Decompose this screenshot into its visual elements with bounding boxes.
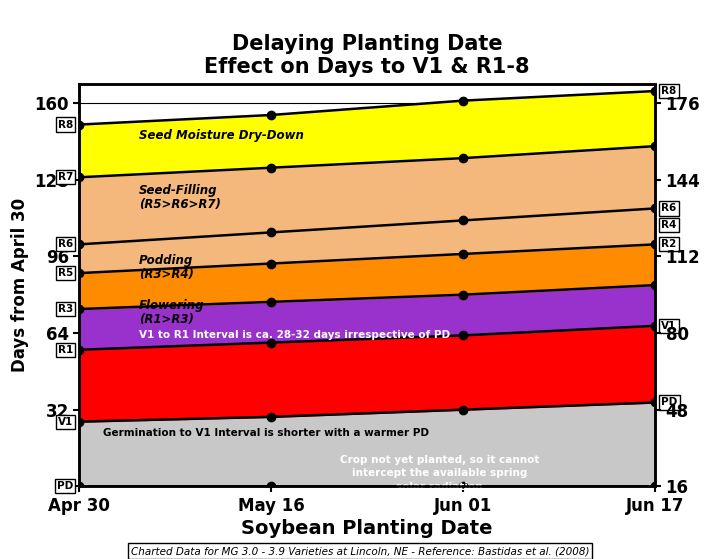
Text: (R3>R4): (R3>R4) [139,268,194,281]
Text: R7: R7 [58,172,73,182]
Text: R8: R8 [58,120,73,130]
Text: V1: V1 [58,416,73,427]
Text: Seed-Filling: Seed-Filling [139,184,217,197]
Text: V1 to R1 Interval is ca. 28-32 days irrespective of PD: V1 to R1 Interval is ca. 28-32 days irre… [139,330,450,340]
Text: (R5>R6>R7): (R5>R6>R7) [139,198,221,211]
Title: Delaying Planting Date
Effect on Days to V1 & R1-8: Delaying Planting Date Effect on Days to… [204,34,530,77]
Text: V1: V1 [661,321,677,331]
Text: Flowering: Flowering [139,299,204,312]
Text: Seed Moisture Dry-Down: Seed Moisture Dry-Down [139,129,304,142]
Text: PD: PD [661,397,678,408]
Text: R8: R8 [661,86,677,96]
Text: R4: R4 [661,220,677,230]
Text: Charted Data for MG 3.0 - 3.9 Varieties at Lincoln, NE - Reference: Bastidas et : Charted Data for MG 3.0 - 3.9 Varieties … [131,546,589,556]
Text: Podding: Podding [139,254,194,267]
Y-axis label: Days from April 30: Days from April 30 [11,198,29,372]
Text: Germination to V1 Interval is shorter with a warmer PD: Germination to V1 Interval is shorter wi… [103,428,429,438]
Text: R5: R5 [58,268,73,278]
Text: R1: R1 [58,345,73,355]
Text: R2: R2 [661,239,677,249]
Text: R3: R3 [58,304,73,314]
Text: R6: R6 [661,203,677,214]
X-axis label: Soybean Planting Date: Soybean Planting Date [241,519,493,538]
Text: (R1>R3): (R1>R3) [139,314,194,326]
Text: R6: R6 [58,239,73,249]
Text: Crop not yet planted, so it cannot
intercept the available spring
solar radiatio: Crop not yet planted, so it cannot inter… [340,455,539,491]
Text: PD: PD [57,481,73,491]
